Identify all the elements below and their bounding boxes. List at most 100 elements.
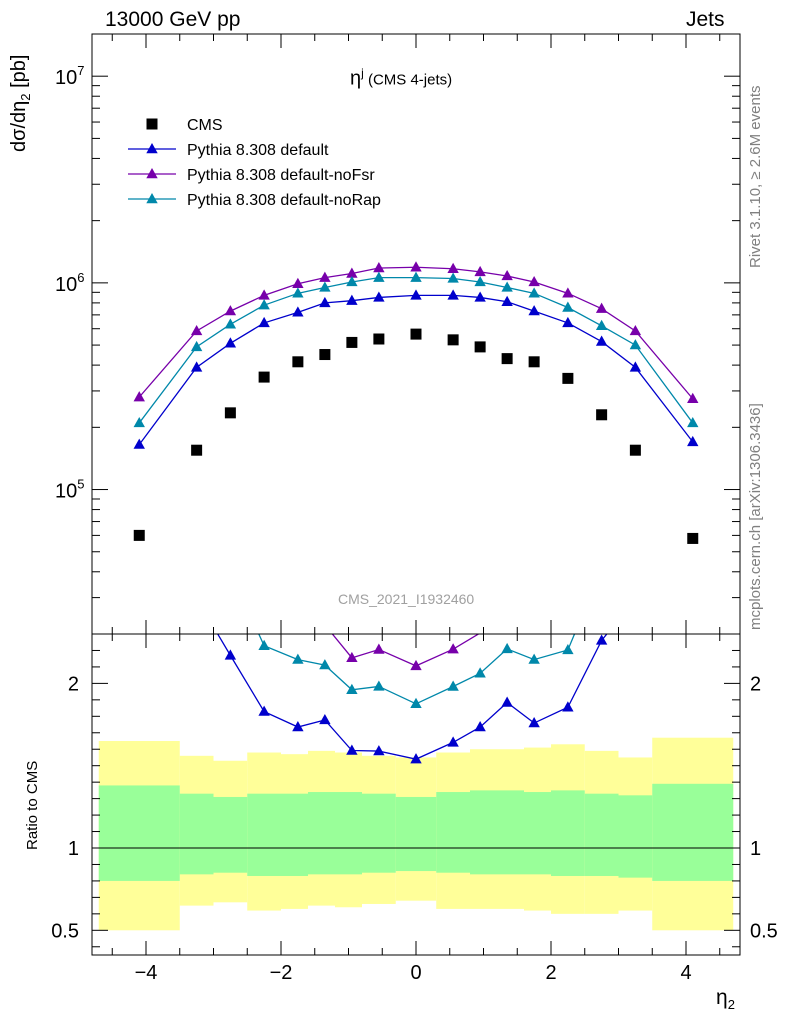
mc-point-2: [562, 287, 574, 298]
mc-point-3: [373, 271, 385, 282]
mc-point-1: [629, 361, 642, 372]
mc-point-3: [474, 275, 486, 287]
ratio-point-1: [474, 721, 486, 732]
ratio-band-inner: [524, 792, 551, 875]
mc-point-2: [528, 275, 540, 287]
mc-point-3: [410, 271, 422, 282]
legend-entry-label: Pythia 8.308 default-noRap: [187, 192, 381, 209]
mc-point-2: [346, 267, 358, 278]
mc-point-1: [224, 337, 237, 348]
ratio-point-2: [373, 643, 385, 654]
ratio-point-3: [258, 639, 270, 650]
cms-data-point: [292, 356, 304, 368]
cms-data-point: [474, 341, 486, 353]
cms-data-point: [687, 532, 699, 544]
legend: CMS Pythia 8.308 default Pythia 8.308 defa…: [128, 117, 381, 209]
mc-point-1: [474, 291, 486, 302]
mc-point-1: [501, 295, 513, 306]
mc-point-2: [319, 271, 331, 282]
chart-title: ηj (CMS 4-jets): [350, 66, 452, 91]
ratio-band-inner: [395, 796, 437, 872]
y-axis-label-sub: 2: [18, 93, 33, 101]
analysis-watermark: CMS_2021_I1932460: [338, 591, 475, 607]
ratio-band-inner: [247, 793, 281, 876]
mc-point-2: [687, 392, 699, 403]
mc-point-1: [258, 316, 270, 328]
ratio-tick-label-right: 0.5: [750, 920, 778, 942]
mc-point-1: [687, 435, 699, 447]
mc-point-2: [501, 269, 513, 281]
ratio-band-inner: [98, 785, 180, 881]
ratio-band-inner: [551, 790, 585, 876]
mc-point-2: [292, 277, 304, 288]
mc-point-1: [410, 289, 422, 300]
ratio-point-1: [292, 721, 304, 732]
cms-data-point: [319, 349, 331, 361]
y-axis-label: dσ/dη2 [pb]: [8, 55, 33, 152]
ratio-tick-label-right: 2: [750, 673, 761, 695]
mcplots-credit-label: mcplots.cern.ch [arXiv:1306.3436]: [747, 403, 764, 630]
axes: −4 −2 0 2 4 105 106 107 0.5 0.5 1 1 2 2: [51, 33, 778, 984]
process-label: Jets: [686, 8, 725, 31]
mc-point-2: [190, 324, 203, 336]
ratio-point-2: [410, 659, 422, 671]
legend-entry-label: Pythia 8.308 default: [187, 142, 329, 159]
cms-data-point: [562, 372, 574, 384]
ratio-band-inner: [362, 793, 396, 873]
x-tick-label: 4: [680, 962, 691, 984]
mc-point-1: [319, 296, 331, 308]
ratio-tick-label-left: 0.5: [51, 920, 79, 942]
ratio-point-3: [319, 659, 331, 670]
cms-data-point: [373, 333, 385, 345]
ratio-tick-label-right: 1: [750, 838, 761, 860]
mc-point-2: [410, 261, 422, 272]
mc-point-1: [190, 361, 203, 372]
ratio-point-1: [410, 753, 422, 764]
cms-data-point: [258, 371, 270, 383]
ratio-point-3: [292, 653, 304, 664]
y-tick-label: 107: [55, 63, 84, 89]
ratio-band-inner: [584, 793, 619, 876]
ratio-tick-label-left: 2: [68, 673, 79, 695]
ratio-uncertainty-bands: [98, 737, 734, 931]
ratio-point-1: [224, 649, 237, 660]
mc-point-1: [595, 335, 608, 346]
cms-data-point: [629, 444, 641, 456]
mc-point-2: [447, 262, 459, 273]
ratio-point-1: [595, 634, 608, 645]
legend-marker: [146, 193, 158, 204]
mc-point-3: [595, 319, 608, 330]
cms-data-point: [596, 409, 608, 421]
ratio-point-1: [319, 713, 331, 725]
mc-point-3: [190, 340, 203, 352]
title-rest: (CMS 4-jets): [363, 71, 453, 89]
x-axis-label-sub: 2: [727, 997, 735, 1013]
ratio-point-3: [346, 683, 358, 694]
x-tick-label: −4: [135, 962, 158, 984]
ratio-point-3: [474, 667, 486, 678]
mc-point-3: [562, 301, 574, 312]
mc-curves: [138, 266, 694, 760]
x-tick-label: 2: [545, 962, 556, 984]
mc-point-1: [528, 305, 540, 316]
ratio-point-3: [373, 680, 385, 691]
mc-point-2: [373, 262, 385, 273]
cms-data-point: [501, 353, 513, 365]
energy-label: 13000 GeV pp: [105, 8, 241, 31]
ratio-band-inner: [652, 783, 734, 881]
mc-point-3: [258, 299, 270, 310]
ratio-point-2: [447, 643, 459, 654]
mc-point-3: [346, 275, 358, 287]
ratio-axis-label: Ratio to CMS: [24, 760, 41, 850]
mc-point-2: [133, 391, 145, 402]
mc-point-1: [447, 289, 459, 300]
x-tick-label: −2: [270, 962, 293, 984]
mc-point-2: [629, 324, 642, 336]
legend-marker: [146, 168, 158, 179]
x-axis-label-main: η: [716, 986, 728, 1009]
x-axis-label: η2: [716, 986, 735, 1012]
y-tick-label: 106: [55, 270, 84, 296]
data-points: [133, 261, 699, 764]
mc-point-2: [595, 302, 608, 313]
ratio-point-3: [562, 643, 574, 655]
